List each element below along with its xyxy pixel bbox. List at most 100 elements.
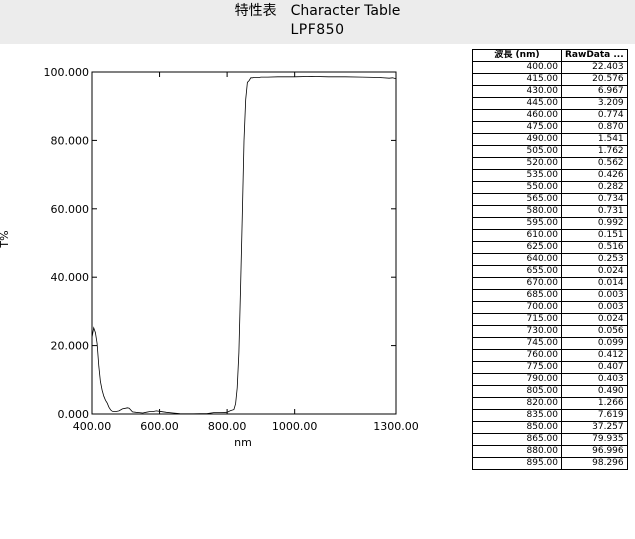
cell-wavelength: 535.00: [472, 169, 562, 182]
cell-rawdata: 0.253: [561, 253, 628, 266]
cell-wavelength: 490.00: [472, 133, 562, 146]
table-row: 880.00 96.996: [472, 445, 628, 458]
cell-wavelength: 520.00: [472, 157, 562, 170]
cell-rawdata: 1.762: [561, 145, 628, 158]
table-header-row: 波長 (nm) RawData ...: [472, 49, 628, 62]
cell-rawdata: 0.562: [561, 157, 628, 170]
cell-rawdata: 37.257: [561, 421, 628, 434]
table-row: 445.00 3.209: [472, 97, 628, 110]
cell-wavelength: 880.00: [472, 445, 562, 458]
cell-wavelength: 445.00: [472, 97, 562, 110]
table-row: 745.00 0.099: [472, 337, 628, 350]
cell-rawdata: 0.870: [561, 121, 628, 134]
cell-rawdata: 0.774: [561, 109, 628, 122]
table-row: 730.00 0.056: [472, 325, 628, 338]
cell-wavelength: 775.00: [472, 361, 562, 374]
table-row: 835.00 7.619: [472, 409, 628, 422]
cell-wavelength: 655.00: [472, 265, 562, 278]
cell-wavelength: 415.00: [472, 73, 562, 86]
cell-wavelength: 865.00: [472, 433, 562, 446]
cell-wavelength: 715.00: [472, 313, 562, 326]
table-row: 895.00 98.296: [472, 457, 628, 470]
cell-wavelength: 640.00: [472, 253, 562, 266]
table-row: 595.00 0.992: [472, 217, 628, 230]
table-row: 625.00 0.516: [472, 241, 628, 254]
table-row: 580.00 0.731: [472, 205, 628, 218]
cell-wavelength: 895.00: [472, 457, 562, 470]
cell-rawdata: 0.003: [561, 289, 628, 302]
x-tick-label: 1300.00: [373, 420, 419, 433]
chart-title: 特性表 Character Table: [234, 3, 401, 19]
cell-wavelength: 550.00: [472, 181, 562, 194]
cell-wavelength: 850.00: [472, 421, 562, 434]
table-row: 715.00 0.024: [472, 313, 628, 326]
table-row: 565.00 0.734: [472, 193, 628, 206]
table-row: 520.00 0.562: [472, 157, 628, 170]
cell-wavelength: 430.00: [472, 85, 562, 98]
y-axis-label: T%: [0, 230, 11, 248]
table-row: 535.00 0.426: [472, 169, 628, 182]
cell-wavelength: 700.00: [472, 301, 562, 314]
cell-wavelength: 820.00: [472, 397, 562, 410]
cell-wavelength: 835.00: [472, 409, 562, 422]
cell-wavelength: 505.00: [472, 145, 562, 158]
cell-wavelength: 790.00: [472, 373, 562, 386]
data-table: 波長 (nm) RawData ... 400.00 22.403 415.00 20…: [472, 49, 628, 470]
axis-tick-labels: 0.000 20.000 40.000 60.000 80.000 100.000 400.…: [44, 66, 419, 433]
cell-rawdata: 0.003: [561, 301, 628, 314]
cell-wavelength: 595.00: [472, 217, 562, 230]
table-row: 700.00 0.003: [472, 301, 628, 314]
cell-rawdata: 0.490: [561, 385, 628, 398]
cell-rawdata: 0.412: [561, 349, 628, 362]
table-row: 400.00 22.403: [472, 61, 628, 74]
cell-rawdata: 0.024: [561, 265, 628, 278]
x-tick-label: 400.00: [73, 420, 112, 433]
table-row: 685.00 0.003: [472, 289, 628, 302]
table-row: 640.00 0.253: [472, 253, 628, 266]
table-row: 865.00 79.935: [472, 433, 628, 446]
table-row: 415.00 20.576: [472, 73, 628, 86]
plot-frame: [91, 71, 397, 415]
transmission-line: [91, 75, 397, 415]
x-tick-label: 800.00: [208, 420, 247, 433]
cell-wavelength: 730.00: [472, 325, 562, 338]
table-row: 790.00 0.403: [472, 373, 628, 386]
cell-rawdata: 0.056: [561, 325, 628, 338]
y-tick-label: 100.000: [44, 66, 90, 79]
y-tick-label: 20.000: [51, 340, 90, 353]
cell-rawdata: 0.992: [561, 217, 628, 230]
x-tick-label: 1000.00: [272, 420, 318, 433]
cell-rawdata: 0.516: [561, 241, 628, 254]
table-row: 670.00 0.014: [472, 277, 628, 290]
cell-rawdata: 3.209: [561, 97, 628, 110]
cell-rawdata: 0.282: [561, 181, 628, 194]
cell-rawdata: 79.935: [561, 433, 628, 446]
cell-rawdata: 0.024: [561, 313, 628, 326]
table-row: 850.00 37.257: [472, 421, 628, 434]
chart-subtitle: LPF850: [290, 22, 345, 38]
table-row: 655.00 0.024: [472, 265, 628, 278]
y-tick-label: 80.000: [51, 134, 90, 147]
column-header-rawdata: RawData ...: [561, 49, 628, 62]
cell-rawdata: 0.407: [561, 361, 628, 374]
table-row: 760.00 0.412: [472, 349, 628, 362]
cell-rawdata: 0.099: [561, 337, 628, 350]
x-tick-label: 600.00: [140, 420, 179, 433]
axis-ticks: [91, 71, 397, 415]
cell-rawdata: 96.996: [561, 445, 628, 458]
cell-rawdata: 7.619: [561, 409, 628, 422]
column-header-wavelength: 波長 (nm): [472, 49, 562, 62]
cell-rawdata: 1.541: [561, 133, 628, 146]
table-row: 460.00 0.774: [472, 109, 628, 122]
table-row: 820.00 1.266: [472, 397, 628, 410]
cell-rawdata: 0.731: [561, 205, 628, 218]
table-row: 505.00 1.762: [472, 145, 628, 158]
cell-rawdata: 0.426: [561, 169, 628, 182]
transmission-chart: T% nm 0.000 20.000 40.000 60.000 80.000 100.0…: [0, 66, 419, 449]
table-row: 805.00 0.490: [472, 385, 628, 398]
cell-wavelength: 565.00: [472, 193, 562, 206]
cell-rawdata: 6.967: [561, 85, 628, 98]
cell-wavelength: 400.00: [472, 61, 562, 74]
y-tick-label: 0.000: [58, 408, 90, 421]
table-row: 475.00 0.870: [472, 121, 628, 134]
